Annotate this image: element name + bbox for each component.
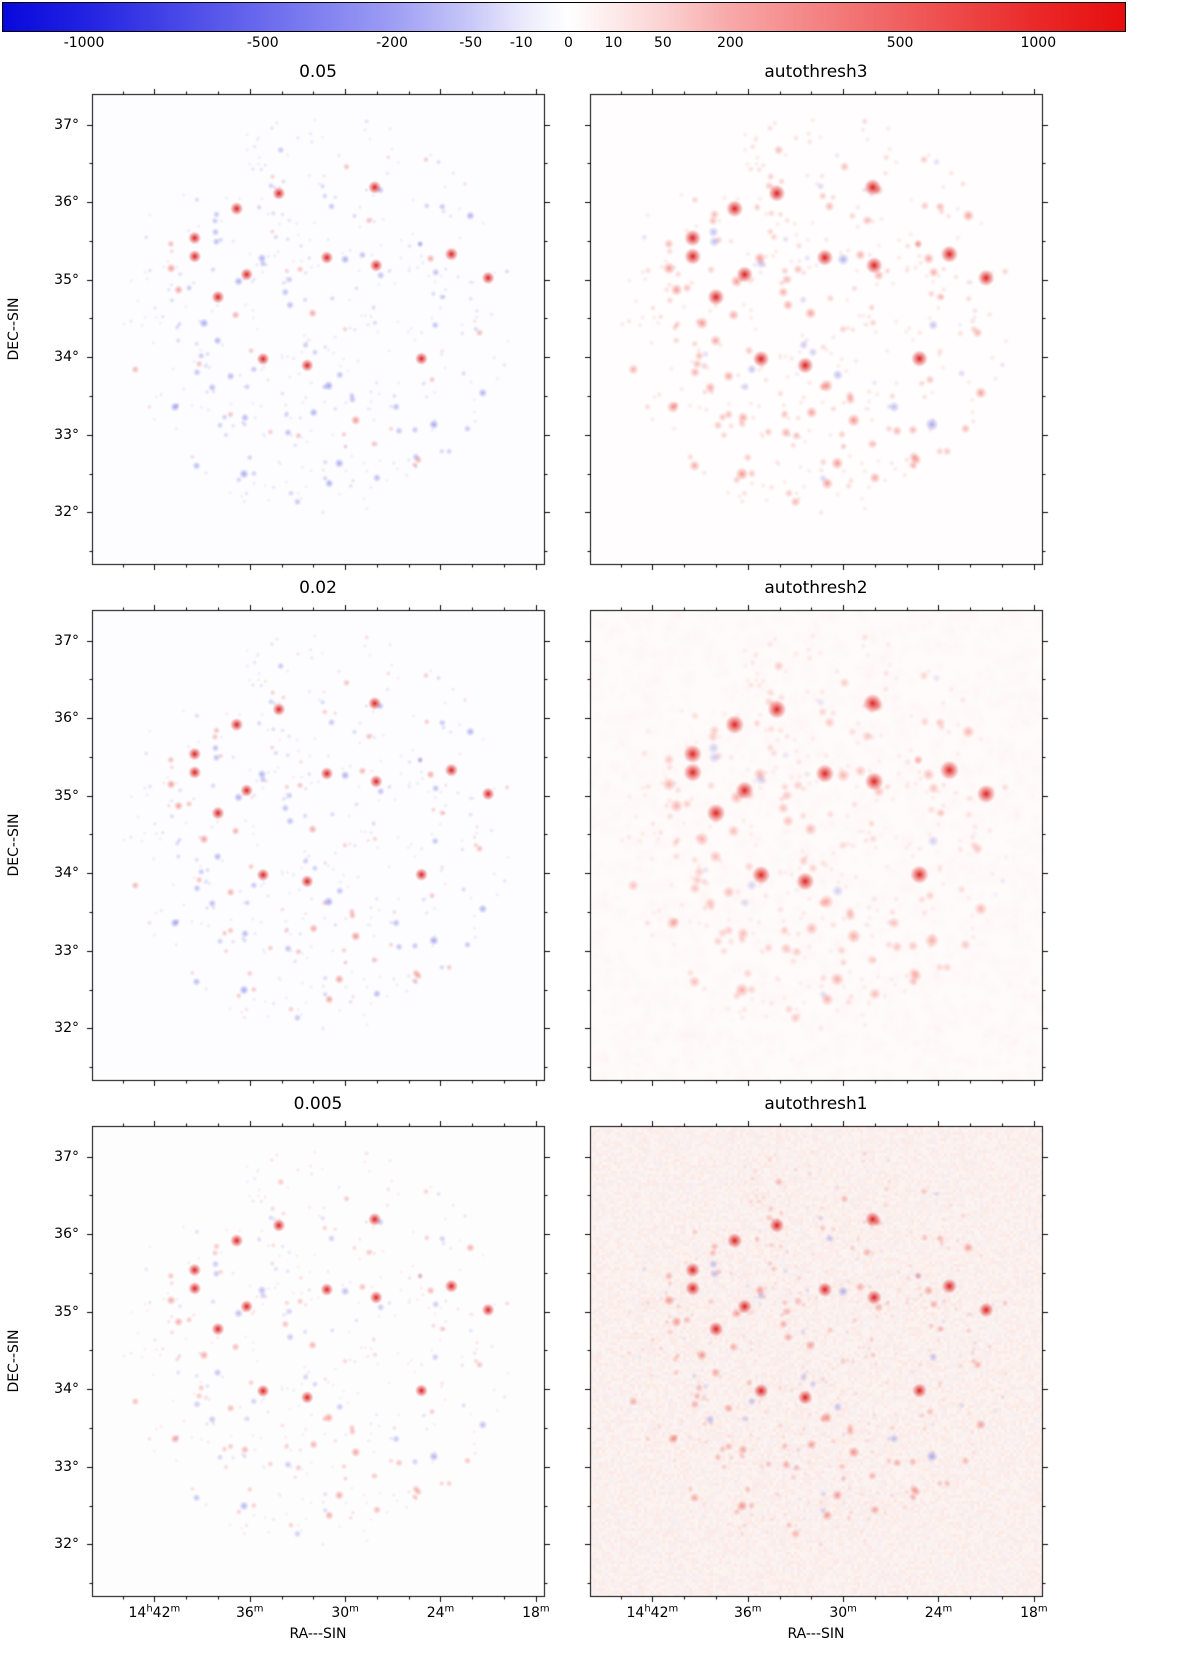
x-axis-label: RA---SIN <box>787 1626 845 1642</box>
colorbar-tick-label: 500 <box>886 35 914 51</box>
y-tick-label: 34° <box>54 865 79 882</box>
x-tick-label: 14h42m <box>128 1603 181 1621</box>
y-axis-column: DEC--SIN 37° 36° 35° 34° 33° 32° <box>0 1092 84 1644</box>
y-tick-label: 37° <box>54 632 79 649</box>
sky-map-canvas <box>84 86 552 572</box>
y-tick-label: 33° <box>54 1458 79 1475</box>
panel-title: 0.05 <box>299 62 337 82</box>
panel-row: DEC--SIN 37° 36° 35° 34° 33° 32° 0.005 14h42m 36m… <box>0 1092 1200 1644</box>
colorbar: -1000 -500 -200 -50 -10 0 10 50 200 500 1000 <box>2 2 1126 56</box>
x-tick-row: 14h42m 36m 30m 24m 18m <box>84 1604 552 1626</box>
y-axis-column: DEC--SIN 37° 36° 35° 34° 33° 32° <box>0 576 84 1088</box>
panel-title: 0.005 <box>293 1094 343 1114</box>
sky-map-canvas <box>582 602 1050 1088</box>
panel-gap <box>552 576 582 1088</box>
y-axis-column: DEC--SIN 37° 36° 35° 34° 33° 32° <box>0 60 84 572</box>
y-tick-label: 37° <box>54 1148 79 1165</box>
x-tick-label: 14h42m <box>626 1603 679 1621</box>
x-tick-label: 36m <box>733 1603 762 1621</box>
panel-title: 0.02 <box>299 578 337 598</box>
colorbar-tick-label: -500 <box>246 35 279 51</box>
panel-title: autothresh3 <box>764 62 868 82</box>
colorbar-tick-label: 1000 <box>1020 35 1057 51</box>
colorbar-tick-label: 200 <box>716 35 744 51</box>
x-tick-label: 30m <box>829 1603 857 1621</box>
x-tick-label: 30m <box>331 1603 359 1621</box>
y-axis-label: DEC--SIN <box>6 1329 22 1393</box>
y-tick-label: 35° <box>54 1303 79 1320</box>
panel: 0.05 <box>84 60 552 572</box>
y-tick-label: 35° <box>54 787 79 804</box>
y-tick-label: 37° <box>54 116 79 133</box>
y-axis-label: DEC--SIN <box>6 297 22 361</box>
panel: autothresh3 <box>582 60 1050 572</box>
y-tick-label: 34° <box>54 349 79 366</box>
x-axis-label: RA---SIN <box>289 1626 347 1642</box>
y-tick-label: 36° <box>54 194 79 211</box>
colorbar-tick-label: 0 <box>564 35 573 51</box>
colorbar-tick-label: 50 <box>653 35 672 51</box>
y-tick-label: 35° <box>54 271 79 288</box>
panel: autothresh1 14h42m 36m 30m 24m 18m RA---SIN <box>582 1092 1050 1644</box>
x-tick-label: 36m <box>235 1603 264 1621</box>
panel-grid: DEC--SIN 37° 36° 35° 34° 33° 32° 0.05 autothresh… <box>0 60 1200 1644</box>
colorbar-gradient <box>2 2 1126 32</box>
x-tick-label: 24m <box>924 1603 953 1621</box>
x-tick-label: 18m <box>1020 1603 1048 1621</box>
y-tick-label: 33° <box>54 426 79 443</box>
colorbar-tick-label: -50 <box>459 35 483 51</box>
sky-map-canvas <box>84 602 552 1088</box>
colorbar-tick-label: -1000 <box>63 35 105 51</box>
panel-row: DEC--SIN 37° 36° 35° 34° 33° 32° 0.02 autothresh… <box>0 576 1200 1088</box>
y-tick-label: 32° <box>54 504 79 521</box>
colorbar-tick-label: -200 <box>376 35 408 51</box>
colorbar-tick-label: -10 <box>509 35 533 51</box>
y-axis-label: DEC--SIN <box>6 813 22 877</box>
panel: 0.02 <box>84 576 552 1088</box>
y-tick-label: 36° <box>54 1226 79 1243</box>
y-tick-label: 32° <box>54 1536 79 1553</box>
y-tick-label: 36° <box>54 710 79 727</box>
y-tick-label: 32° <box>54 1020 79 1037</box>
panel: 0.005 14h42m 36m 30m 24m 18m RA---SIN <box>84 1092 552 1644</box>
panel-title: autothresh2 <box>764 578 868 598</box>
sky-map-canvas <box>582 86 1050 572</box>
y-tick-label: 33° <box>54 942 79 959</box>
x-tick-label: 24m <box>426 1603 455 1621</box>
panel-gap <box>552 60 582 572</box>
sky-map-canvas <box>582 1118 1050 1604</box>
panel: autothresh2 <box>582 576 1050 1088</box>
panel-title: autothresh1 <box>764 1094 868 1114</box>
y-tick-label: 34° <box>54 1381 79 1398</box>
x-tick-label: 18m <box>522 1603 550 1621</box>
panel-gap <box>552 1092 582 1644</box>
colorbar-tick-row: -1000 -500 -200 -50 -10 0 10 50 200 500 1000 <box>2 32 1126 56</box>
panel-row: DEC--SIN 37° 36° 35° 34° 33° 32° 0.05 autothresh… <box>0 60 1200 572</box>
colorbar-tick-label: 10 <box>604 35 623 51</box>
sky-map-canvas <box>84 1118 552 1604</box>
x-tick-row: 14h42m 36m 30m 24m 18m <box>582 1604 1050 1626</box>
